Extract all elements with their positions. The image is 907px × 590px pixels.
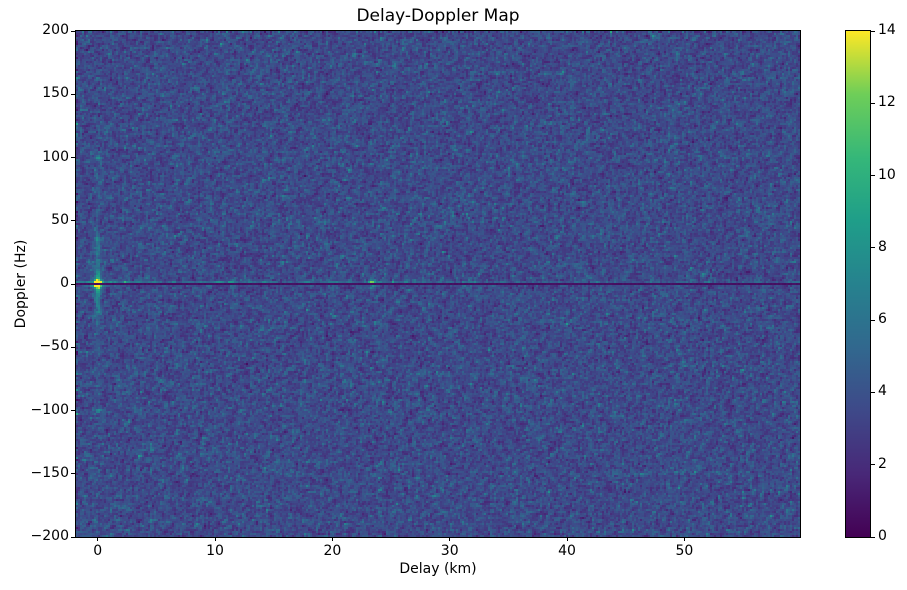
y-tick-mark [71,346,75,348]
x-tick-mark [331,537,333,541]
x-tick-mark [214,537,216,541]
y-tick-label: 150 [42,85,69,102]
y-tick-label: 200 [42,22,69,38]
colorbar-tick-label: 6 [878,311,887,328]
x-tick-label: 30 [440,543,459,559]
colorbar-tick-label: 14 [878,22,896,38]
x-tick-label: 10 [206,543,224,559]
x-tick-label: 0 [93,543,103,559]
colorbar-tick-mark [871,102,875,104]
y-tick-label: 0 [60,275,69,291]
y-tick-mark [71,93,75,95]
colorbar-tick-mark [871,30,875,32]
y-tick-label: 100 [42,148,69,165]
y-tick-mark [71,536,75,538]
colorbar-tick-mark [871,464,875,466]
heatmap-canvas [76,31,800,537]
colorbar-tick-label: 8 [878,238,887,255]
colorbar-tick-mark [871,247,875,249]
colorbar-tick-label: 0 [878,528,887,544]
colorbar-tick-label: 10 [878,166,896,183]
x-tick-label: 40 [558,543,576,559]
y-tick-mark [71,157,75,158]
colorbar-tick-mark [871,536,875,538]
heatmap-plot-area [75,30,801,538]
y-tick-label: −100 [30,401,69,418]
x-tick-mark [97,537,99,541]
colorbar-tick-label: 12 [878,94,896,111]
colorbar-tick-mark [871,391,875,393]
colorbar-tick-mark [871,319,875,321]
x-tick-mark [449,537,451,541]
x-axis-label: Delay (km) [399,561,477,577]
colorbar-tick-mark [871,175,875,177]
x-tick-label: 20 [323,543,342,559]
colorbar-gradient [845,30,871,538]
y-tick-label: −150 [30,464,69,481]
y-tick-mark [71,283,75,285]
x-tick-mark [566,537,568,541]
x-tick-label: 50 [675,543,694,559]
y-tick-mark [71,220,75,222]
chart-title: Delay-Doppler Map [356,6,520,26]
y-tick-mark [71,30,75,32]
colorbar-tick-label: 4 [878,383,887,400]
y-tick-label: 50 [51,211,69,228]
y-tick-mark [71,410,75,411]
colorbar-tick-label: 2 [878,455,887,472]
x-tick-mark [683,537,685,541]
y-tick-mark [71,473,75,475]
y-tick-label: −50 [39,338,69,355]
y-tick-label: −200 [30,528,69,544]
